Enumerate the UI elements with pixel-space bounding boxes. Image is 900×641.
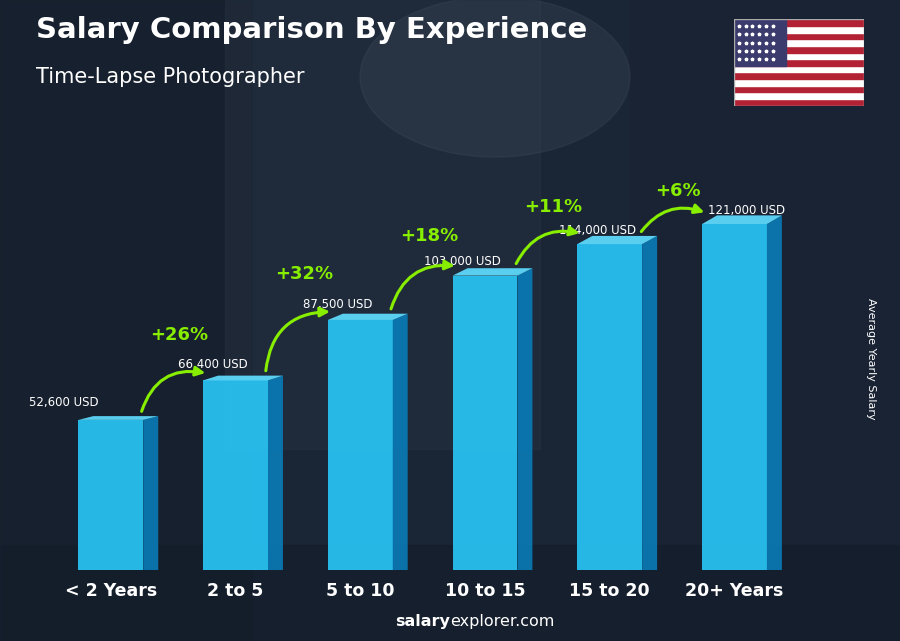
Text: 52,600 USD: 52,600 USD — [29, 396, 98, 409]
Bar — [734, 66, 864, 72]
Polygon shape — [78, 420, 143, 570]
Polygon shape — [453, 268, 533, 276]
Text: +18%: +18% — [400, 227, 458, 245]
Bar — [734, 79, 864, 86]
Polygon shape — [577, 236, 657, 244]
Text: 121,000 USD: 121,000 USD — [708, 204, 786, 217]
Bar — [225, 0, 540, 449]
Text: 87,500 USD: 87,500 USD — [303, 298, 373, 312]
Ellipse shape — [360, 0, 630, 157]
Polygon shape — [203, 376, 283, 380]
Text: 114,000 USD: 114,000 USD — [559, 224, 635, 237]
Text: +6%: +6% — [655, 183, 701, 201]
Text: +32%: +32% — [275, 265, 333, 283]
Bar — [734, 53, 864, 59]
Polygon shape — [78, 416, 158, 420]
Bar — [734, 19, 864, 26]
Bar — [0, 545, 900, 641]
Bar — [734, 19, 786, 66]
Text: +11%: +11% — [525, 198, 582, 216]
Bar — [734, 86, 864, 92]
Text: 66,400 USD: 66,400 USD — [178, 358, 248, 371]
Bar — [734, 59, 864, 66]
Polygon shape — [702, 224, 767, 570]
Polygon shape — [143, 416, 158, 570]
Polygon shape — [453, 276, 518, 570]
Text: explorer.com: explorer.com — [450, 615, 554, 629]
Bar — [734, 72, 864, 79]
Bar — [734, 39, 864, 46]
Bar — [734, 33, 864, 39]
Polygon shape — [203, 380, 268, 570]
Polygon shape — [268, 376, 283, 570]
Text: 103,000 USD: 103,000 USD — [424, 255, 501, 268]
Bar — [734, 99, 864, 106]
Text: Salary Comparison By Experience: Salary Comparison By Experience — [36, 16, 587, 44]
Polygon shape — [392, 313, 408, 570]
Text: salary: salary — [395, 615, 450, 629]
Polygon shape — [767, 215, 782, 570]
Bar — [0, 0, 252, 641]
Polygon shape — [643, 236, 657, 570]
Text: Average Yearly Salary: Average Yearly Salary — [866, 298, 877, 420]
Polygon shape — [577, 244, 643, 570]
Polygon shape — [702, 215, 782, 224]
Bar — [630, 0, 900, 641]
Bar — [734, 92, 864, 99]
Bar — [734, 26, 864, 33]
Polygon shape — [328, 320, 392, 570]
Polygon shape — [518, 268, 533, 570]
Text: Time-Lapse Photographer: Time-Lapse Photographer — [36, 67, 304, 87]
Text: +26%: +26% — [150, 326, 209, 344]
Polygon shape — [328, 313, 408, 320]
Bar — [734, 46, 864, 53]
